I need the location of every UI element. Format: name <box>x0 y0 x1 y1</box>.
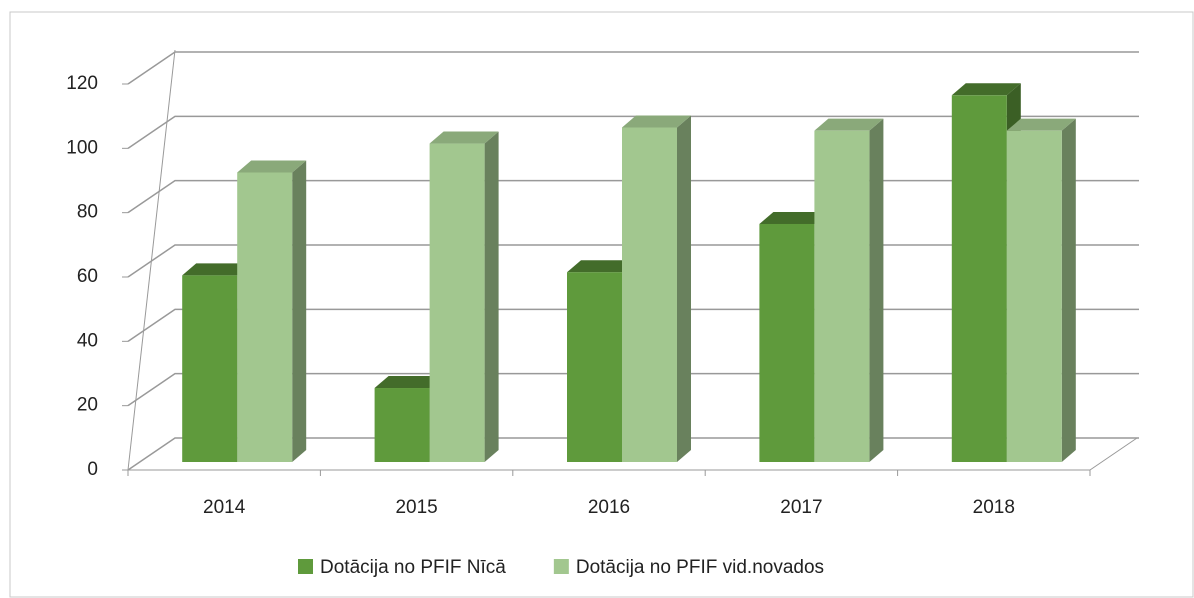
y-tick-label: 120 <box>66 73 98 94</box>
bar <box>374 388 430 462</box>
bar <box>951 95 1007 463</box>
x-tick-label: 2018 <box>973 497 1015 518</box>
bar-side <box>292 160 307 462</box>
bar-top <box>567 260 636 273</box>
bar-top <box>374 376 444 389</box>
y-tick-label: 60 <box>77 266 98 287</box>
bar-side <box>869 118 884 462</box>
legend-swatch <box>298 559 313 574</box>
bar-top <box>814 118 884 131</box>
y-tick-label: 0 <box>87 459 98 480</box>
y-tick-label: 40 <box>77 330 98 351</box>
bar-side <box>484 131 499 463</box>
bar <box>814 130 870 462</box>
legend-label: Dotācija no PFIF Nīcā <box>320 557 506 578</box>
y-tick-label: 80 <box>77 202 98 223</box>
bar-top <box>622 115 691 128</box>
x-tick-label: 2016 <box>588 497 630 518</box>
bar-side <box>1061 118 1076 462</box>
y-tick-label: 100 <box>66 137 98 158</box>
bar-top <box>237 160 307 173</box>
x-tick-label: 2015 <box>395 497 437 518</box>
bar <box>1006 130 1062 462</box>
bar-top <box>182 263 252 276</box>
bar <box>237 172 293 462</box>
bar-top <box>1006 118 1076 131</box>
bar <box>622 127 677 462</box>
bar-top <box>759 211 829 224</box>
bar <box>759 223 815 462</box>
bar-side <box>677 115 691 462</box>
bar-top <box>429 131 499 144</box>
legend-label: Dotācija no PFIF vid.novados <box>576 557 824 578</box>
bar <box>567 272 622 462</box>
legend-swatch <box>553 559 569 574</box>
bar <box>182 275 238 462</box>
y-tick-label: 20 <box>77 395 98 416</box>
grid-line <box>127 51 1139 85</box>
x-tick-label: 2014 <box>203 497 246 518</box>
x-tick-label: 2017 <box>780 497 822 518</box>
bar-top <box>951 83 1021 96</box>
bar <box>429 143 485 463</box>
floor-edge <box>1089 437 1138 471</box>
grid-line <box>127 115 1139 149</box>
